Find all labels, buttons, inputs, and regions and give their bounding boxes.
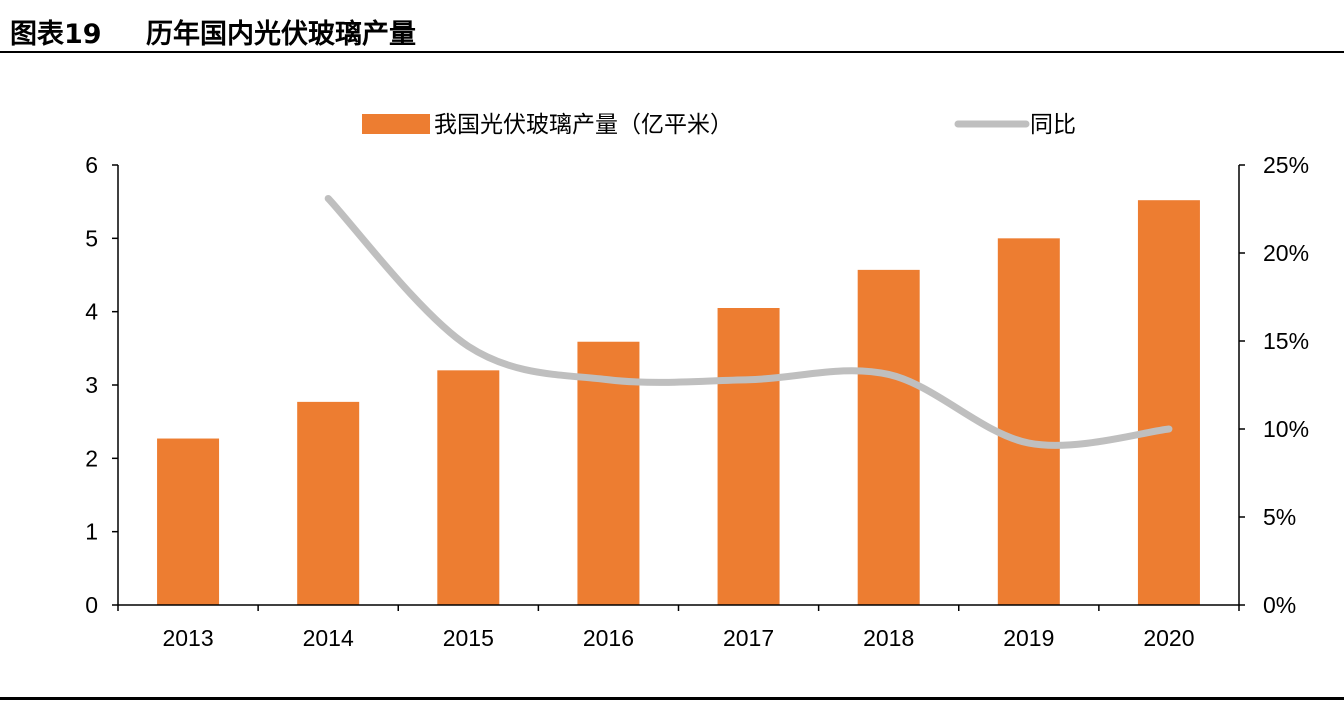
bar-2020 xyxy=(1137,200,1200,605)
legend-label-production: 我国光伏玻璃产量（亿平米） xyxy=(434,112,733,138)
right-tick-label: 5% xyxy=(1263,504,1296,530)
x-tick-label: 2014 xyxy=(303,625,354,651)
x-tick-label: 2013 xyxy=(162,625,213,651)
right-tick-label: 25% xyxy=(1263,152,1309,178)
bar-2019 xyxy=(997,238,1060,606)
bar-2013 xyxy=(157,438,220,605)
bar-series xyxy=(157,200,1200,606)
left-tick-label: 1 xyxy=(85,519,98,545)
left-tick-label: 5 xyxy=(85,225,98,251)
x-tick-label: 2016 xyxy=(583,625,634,651)
bar-2016 xyxy=(577,341,640,605)
right-tick-label: 0% xyxy=(1263,592,1296,618)
x-tick-label: 2020 xyxy=(1143,625,1194,651)
left-tick-label: 4 xyxy=(85,299,98,325)
legend-swatch-production xyxy=(362,114,430,134)
bar-2015 xyxy=(437,370,500,605)
right-tick-label: 20% xyxy=(1263,240,1309,266)
right-tick-label: 15% xyxy=(1263,328,1309,354)
left-tick-label: 3 xyxy=(85,372,98,398)
x-tick-label: 2018 xyxy=(863,625,914,651)
legend: 我国光伏玻璃产量（亿平米） 同比 xyxy=(362,112,1076,138)
legend-label-yoy: 同比 xyxy=(1030,112,1076,138)
bar-2018 xyxy=(857,269,920,605)
line-series xyxy=(324,194,1173,449)
right-tick-label: 10% xyxy=(1263,416,1309,442)
left-tick-label: 0 xyxy=(85,592,98,618)
bar-2017 xyxy=(717,308,780,605)
x-tick-label: 2017 xyxy=(723,625,774,651)
left-tick-label: 6 xyxy=(85,152,98,178)
left-tick-label: 2 xyxy=(85,445,98,471)
x-tick-label: 2019 xyxy=(1003,625,1054,651)
x-tick-label: 2015 xyxy=(443,625,494,651)
figure-label: 图表19 xyxy=(10,19,102,50)
top-rule xyxy=(0,51,1344,53)
axes: 0 1 2 3 4 5 6 0% 5% 10% 15% 20% 25% 2013 2014 2015 2016 2… xyxy=(85,152,1309,651)
bottom-rule xyxy=(0,697,1344,700)
bar-2014 xyxy=(297,401,360,605)
chart-title: 历年国内光伏玻璃产量 xyxy=(146,19,416,50)
